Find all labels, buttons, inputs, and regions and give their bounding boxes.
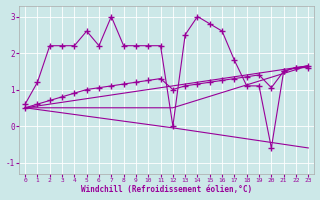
- X-axis label: Windchill (Refroidissement éolien,°C): Windchill (Refroidissement éolien,°C): [81, 185, 252, 194]
